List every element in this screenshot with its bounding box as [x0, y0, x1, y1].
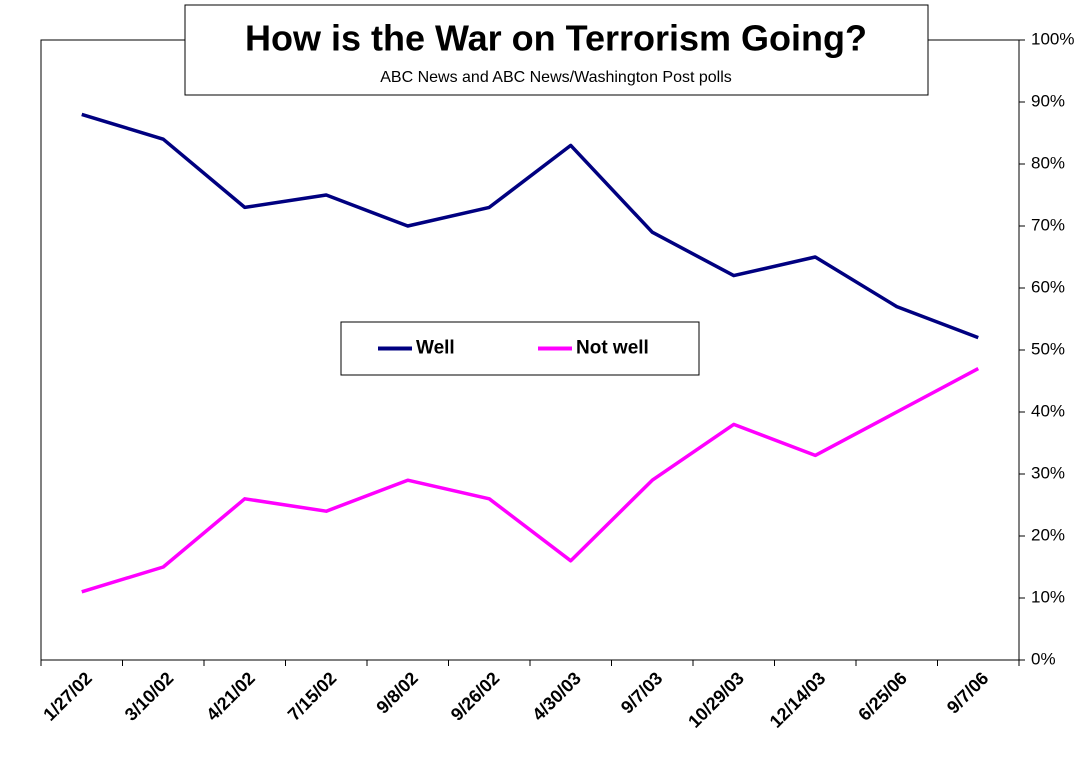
line-series [81, 112, 979, 340]
y-tick-label: 70% [1031, 215, 1065, 234]
y-tick-label: 0% [1031, 649, 1056, 668]
y-tick-label: 100% [1031, 29, 1074, 48]
y-tick-label: 30% [1031, 463, 1065, 482]
y-tick-label: 80% [1031, 153, 1065, 172]
x-tick-label: 9/7/03 [617, 668, 667, 718]
x-tick-label: 9/8/02 [372, 668, 422, 718]
chart-subtitle: ABC News and ABC News/Washington Post po… [380, 69, 732, 86]
legend-label: Well [416, 338, 455, 359]
x-tick-label: 7/15/02 [284, 668, 341, 725]
x-tick-label: 6/25/06 [854, 668, 911, 725]
x-tick-label: 9/7/06 [943, 668, 993, 718]
title-box [184, 4, 929, 96]
y-tick-label: 40% [1031, 401, 1065, 420]
y-tick-label: 60% [1031, 277, 1065, 296]
legend-label: Not well [576, 338, 649, 359]
chart-title: How is the War on Terrorism Going? [245, 18, 867, 59]
marks [81, 112, 980, 594]
x-tick-label: 1/27/02 [39, 668, 96, 725]
legend: Well Not well [340, 321, 700, 376]
x-tick-label: 12/14/03 [766, 668, 830, 732]
y-tick-label: 10% [1031, 587, 1065, 606]
x-tick-label: 10/29/03 [684, 668, 748, 732]
y-tick-label: 90% [1031, 91, 1065, 110]
x-tick-label: 9/26/02 [447, 668, 504, 725]
line-series [81, 367, 980, 594]
x-tick-label: 4/30/03 [528, 668, 585, 725]
y-tick-label: 20% [1031, 525, 1065, 544]
y-tick-label: 50% [1031, 339, 1065, 358]
x-tick-label: 4/21/02 [202, 668, 259, 725]
x-tick-label: 3/10/02 [121, 668, 178, 725]
